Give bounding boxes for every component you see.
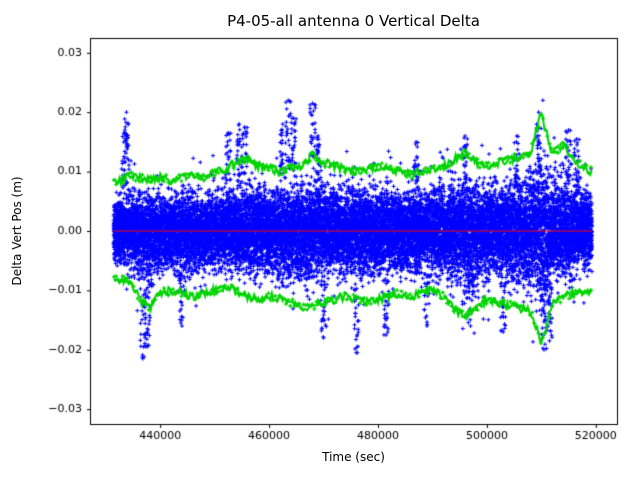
y-axis-label: Delta Vert Pos (m): [10, 176, 24, 286]
x-axis-label: Time (sec): [322, 450, 385, 464]
chart-title: P4-05-all antenna 0 Vertical Delta: [227, 12, 480, 30]
